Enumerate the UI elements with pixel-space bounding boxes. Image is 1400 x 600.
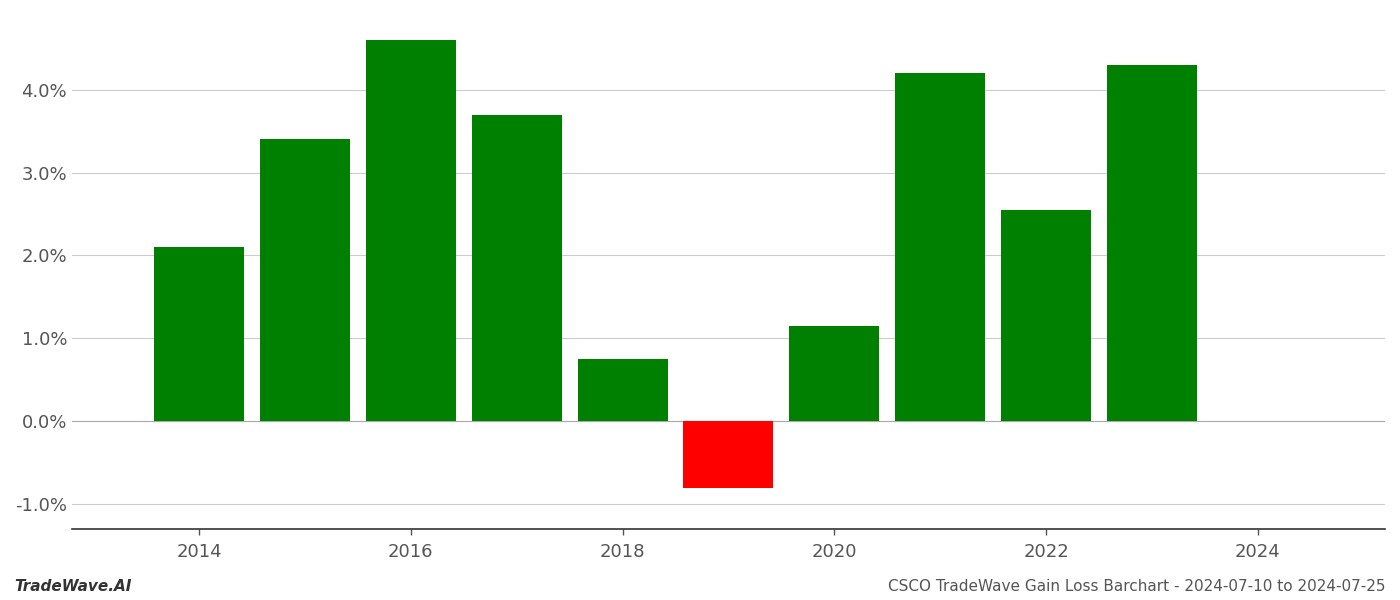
Bar bbox=[472, 115, 561, 421]
Bar bbox=[1107, 65, 1197, 421]
Bar bbox=[790, 326, 879, 421]
Bar bbox=[1001, 210, 1091, 421]
Text: TradeWave.AI: TradeWave.AI bbox=[14, 579, 132, 594]
Text: CSCO TradeWave Gain Loss Barchart - 2024-07-10 to 2024-07-25: CSCO TradeWave Gain Loss Barchart - 2024… bbox=[889, 579, 1386, 594]
Bar bbox=[365, 40, 456, 421]
Bar bbox=[895, 73, 986, 421]
Bar bbox=[154, 247, 244, 421]
Bar bbox=[578, 359, 668, 421]
Bar bbox=[683, 421, 773, 488]
Bar bbox=[260, 139, 350, 421]
